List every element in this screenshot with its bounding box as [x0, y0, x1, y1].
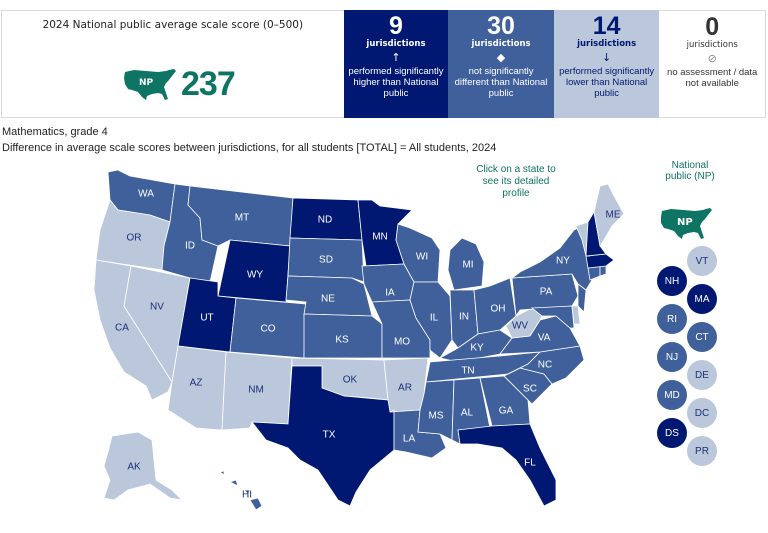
state-MT[interactable] — [187, 185, 294, 247]
category-unit: jurisdictions — [366, 39, 426, 49]
state-AZ[interactable] — [167, 345, 227, 431]
state-DE[interactable] — [571, 305, 581, 325]
category-count: 9 — [389, 12, 403, 40]
state-MI[interactable] — [447, 237, 485, 291]
category-count: 30 — [487, 12, 515, 40]
state-NM[interactable] — [221, 351, 293, 431]
category-description: no assessment / data not available — [667, 67, 758, 89]
bubble-RI[interactable]: RI — [657, 304, 687, 334]
state-RI[interactable] — [599, 265, 607, 277]
category-higher[interactable]: 9 jurisdictions ↑ performed significantl… — [343, 10, 449, 118]
bubble-DE[interactable]: DE — [687, 360, 717, 390]
state-NH[interactable] — [585, 210, 607, 257]
us-map-icon: NP — [122, 68, 178, 102]
bubble-VT[interactable]: VT — [687, 246, 717, 276]
bubble-MA[interactable]: MA — [687, 284, 717, 314]
np-label: NP — [139, 77, 154, 88]
state-ME[interactable] — [593, 183, 625, 248]
bubble-NH[interactable]: NH — [657, 266, 687, 296]
national-score-box: 2024 National public average scale score… — [1, 10, 344, 118]
state-IA[interactable] — [361, 263, 415, 303]
map-subtitle: Difference in average scale scores betwe… — [2, 142, 497, 154]
category-description: performed significantly higher than Nati… — [348, 66, 444, 99]
category-lower[interactable]: 14 jurisdictions ↓ performed significant… — [553, 10, 660, 118]
category-count: 0 — [705, 13, 720, 41]
arrow-down-icon: ↓ — [602, 51, 612, 64]
bubble-DS[interactable]: DS — [657, 418, 687, 448]
np-legend-map-icon[interactable]: NP — [659, 207, 713, 241]
bubble-NJ[interactable]: NJ — [657, 342, 687, 372]
bubble-DC[interactable]: DC — [687, 398, 717, 428]
state-ND[interactable] — [289, 197, 363, 241]
bubble-MD[interactable]: MD — [657, 380, 687, 410]
score-title: 2024 National public average scale score… — [42, 19, 304, 31]
score-value: 237 — [181, 65, 236, 103]
arrow-up-icon: ↑ — [391, 51, 401, 64]
summary-panel: 2024 National public average scale score… — [1, 10, 766, 118]
category-count: 14 — [592, 12, 621, 40]
np-legend-title: National public (NP) — [665, 160, 715, 182]
category-unit: jurisdictions — [471, 39, 531, 49]
bubble-CT[interactable]: CT — [687, 322, 717, 352]
state-NC[interactable] — [507, 345, 585, 385]
category-no-data[interactable]: 0 jurisdictions ⊘ no assessment / data n… — [659, 10, 766, 118]
subject-title: Mathematics, grade 4 — [2, 126, 108, 138]
state-AK[interactable] — [103, 431, 184, 501]
click-hint: Click on a state to see its detailed pro… — [476, 164, 556, 199]
category-description: performed significantly lower than Natio… — [559, 66, 655, 99]
diamond-icon: ◆ — [496, 51, 506, 64]
np-legend-label: NP — [677, 217, 693, 228]
state-HI[interactable] — [219, 470, 263, 511]
state-KS[interactable] — [303, 313, 383, 359]
state-IL[interactable] — [409, 281, 453, 359]
state-TX[interactable] — [251, 365, 395, 507]
category-unit: jurisdictions — [686, 40, 738, 50]
state-CO[interactable] — [229, 297, 307, 359]
state-FL[interactable] — [457, 423, 557, 507]
category-not-different[interactable]: 30 jurisdictions ◆ not significantly dif… — [448, 10, 554, 118]
bubble-PR[interactable]: PR — [687, 436, 717, 466]
state-WY[interactable] — [217, 239, 291, 303]
category-unit: jurisdictions — [577, 39, 637, 49]
category-description: not significantly different than Nationa… — [454, 66, 548, 99]
no-symbol-icon: ⊘ — [707, 52, 717, 65]
state-SD[interactable] — [287, 237, 365, 283]
state-GA[interactable] — [479, 375, 531, 427]
